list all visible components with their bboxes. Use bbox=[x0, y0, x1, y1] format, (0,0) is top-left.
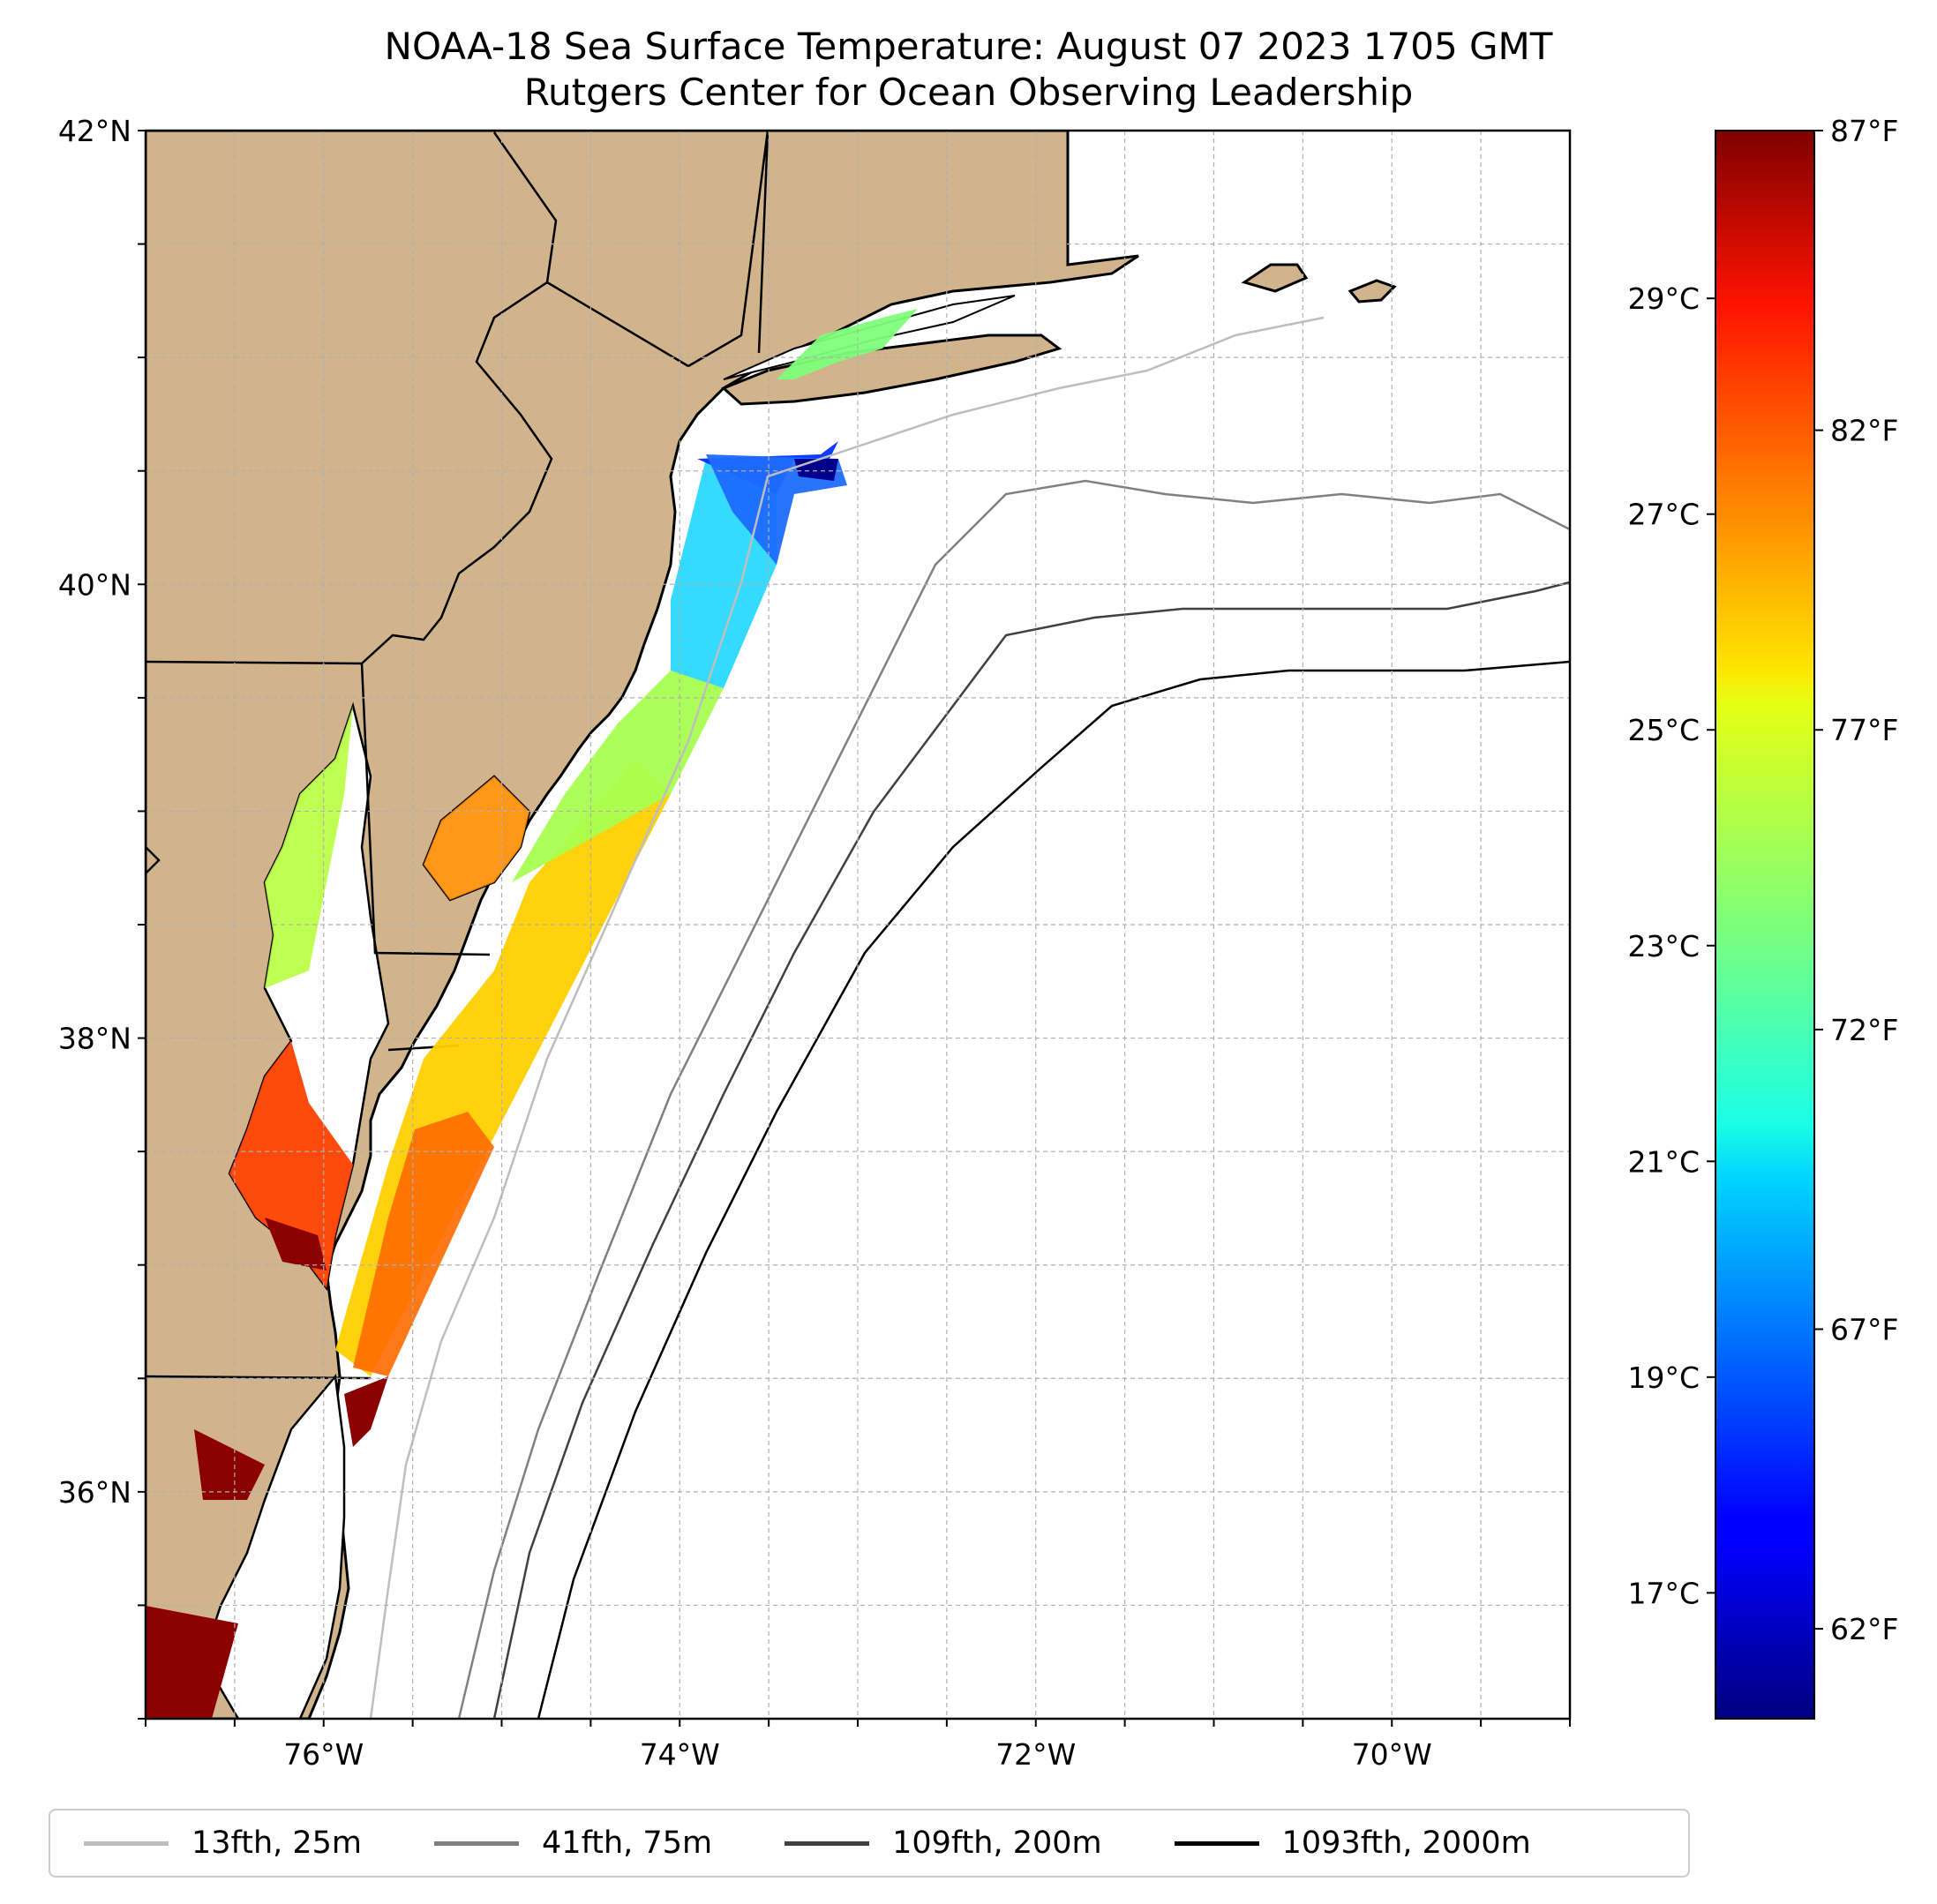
sst-delaware-bay bbox=[424, 776, 529, 900]
sst-chesapeake-north bbox=[265, 706, 353, 988]
nantucket bbox=[1348, 279, 1397, 304]
isobath-25m bbox=[369, 316, 1325, 1719]
legend-swatch-25m bbox=[84, 1840, 169, 1846]
x-tick-label: 72°W bbox=[995, 1737, 1076, 1772]
map-grid bbox=[146, 131, 1570, 1719]
pamlico-sound bbox=[201, 1373, 346, 1719]
colorbar-f-tick-label: 82°F bbox=[1830, 414, 1898, 448]
sst-swath-ny-bight bbox=[706, 454, 847, 565]
isobaths bbox=[369, 316, 1570, 1719]
sst-swath bbox=[146, 309, 918, 1719]
x-tick-label: 70°W bbox=[1352, 1737, 1432, 1772]
legend-label-25m: 13fth, 25m bbox=[191, 1825, 363, 1861]
legend-item-2000m: 1093fth, 2000m bbox=[1174, 1825, 1531, 1861]
marthas-vineyard bbox=[1241, 263, 1309, 293]
isobath-legend: 13fth, 25m 41fth, 75m 109fth, 200m 1093f… bbox=[49, 1809, 1690, 1878]
sst-chesapeake-hot bbox=[265, 1218, 327, 1271]
isobath-75m bbox=[457, 479, 1570, 1719]
legend-item-75m: 41fth, 75m bbox=[434, 1825, 712, 1861]
sst-swath-hot-southern bbox=[344, 1376, 388, 1447]
colorbar-c-tick-label: 17°C bbox=[1627, 1576, 1700, 1610]
sst-pamlico bbox=[146, 1429, 265, 1719]
legend-label-200m: 109fth, 200m bbox=[892, 1825, 1102, 1861]
colorbar-c-tick-label: 23°C bbox=[1627, 929, 1700, 963]
y-tick-label: 42°N bbox=[58, 114, 131, 148]
legend-label-2000m: 1093fth, 2000m bbox=[1281, 1825, 1531, 1861]
sst-long-island-sound bbox=[777, 309, 918, 379]
x-tick-label: 76°W bbox=[283, 1737, 364, 1772]
colorbar-f-tick-label: 72°F bbox=[1830, 1013, 1898, 1047]
x-tick-label: 74°W bbox=[640, 1737, 720, 1772]
legend-swatch-200m bbox=[785, 1840, 870, 1846]
colorbar bbox=[1715, 130, 1815, 1720]
legend-item-200m: 109fth, 200m bbox=[785, 1825, 1102, 1861]
colorbar-f-tick-label: 77°F bbox=[1830, 713, 1898, 747]
colorbar-c-tick-label: 29°C bbox=[1627, 281, 1700, 316]
colorbar-c-tick-label: 27°C bbox=[1627, 498, 1700, 532]
sst-swath-mid-green bbox=[512, 671, 724, 882]
sst-swath-orange bbox=[353, 1112, 494, 1376]
y-tick-label: 40°N bbox=[58, 567, 131, 602]
y-tick-label: 36°N bbox=[58, 1475, 131, 1510]
colorbar-f-tick-label: 67°F bbox=[1830, 1312, 1898, 1346]
sst-chesapeake bbox=[229, 988, 353, 1288]
colorbar-c-tick-label: 21°C bbox=[1627, 1144, 1700, 1179]
state-boundaries bbox=[146, 131, 1070, 1380]
isobath-2000m bbox=[537, 660, 1570, 1719]
legend-item-25m: 13fth, 25m bbox=[84, 1825, 362, 1861]
y-tick-label: 38°N bbox=[58, 1022, 131, 1056]
map-axes: 76°W 74°W 72°W 70°W 42°N 40°N 38°N 36°N bbox=[58, 114, 1571, 1772]
legend-label-75m: 41fth, 75m bbox=[542, 1825, 713, 1861]
colorbar-f-tick-label: 62°F bbox=[1830, 1612, 1898, 1646]
map-title: NOAA-18 Sea Surface Temperature: August … bbox=[384, 25, 1553, 68]
colorbar-ticks: 87°F 82°F 77°F 72°F 67°F 62°F 29°C 27°C 25°C 23°C… bbox=[1627, 114, 1898, 1646]
map-subtitle: Rutgers Center for Ocean Observing Leade… bbox=[523, 71, 1414, 114]
legend-swatch-75m bbox=[434, 1840, 520, 1846]
isobath-200m bbox=[492, 581, 1570, 1719]
colorbar-c-tick-label: 19°C bbox=[1627, 1361, 1700, 1395]
colorbar-f-tick-label: 87°F bbox=[1830, 114, 1898, 148]
colorbar-c-tick-label: 25°C bbox=[1627, 713, 1700, 747]
legend-swatch-2000m bbox=[1174, 1840, 1259, 1846]
